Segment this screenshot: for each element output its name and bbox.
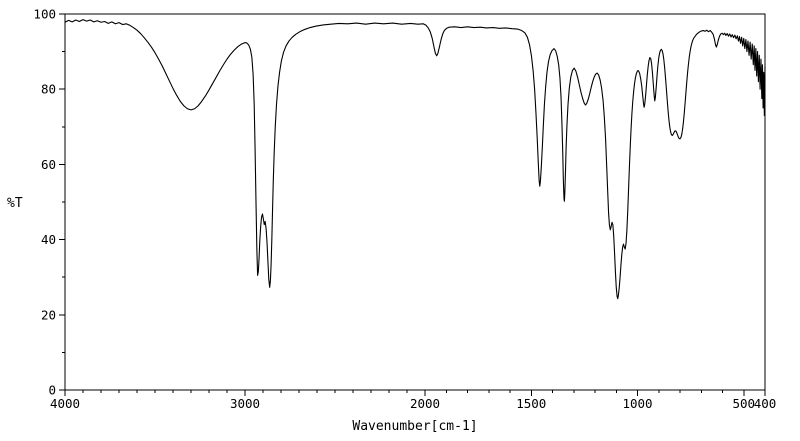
x-tick-label: 500 [732,396,755,411]
x-tick-label: 3000 [230,396,260,411]
y-tick-label: 40 [41,232,56,247]
y-tick-label: 100 [33,7,56,22]
y-tick-label: 60 [41,157,56,172]
x-axis-title: Wavenumber[cm-1] [352,419,478,434]
y-axis-ticks: 0 20 40 60 80 100 [33,7,65,398]
spectrum-trace [64,19,766,300]
x-tick-label: 4000 [50,396,80,411]
x-tick-label: 1000 [622,396,652,411]
y-tick-label: 0 [48,383,56,398]
x-tick-label: 2000 [410,396,440,411]
x-tick-label: 1500 [516,396,546,411]
y-tick-label: 80 [41,82,56,97]
plot-frame [64,13,766,391]
y-tick-label: 20 [41,307,56,322]
y-axis-title: %T [7,196,23,211]
x-tick-label: 400 [754,396,777,411]
